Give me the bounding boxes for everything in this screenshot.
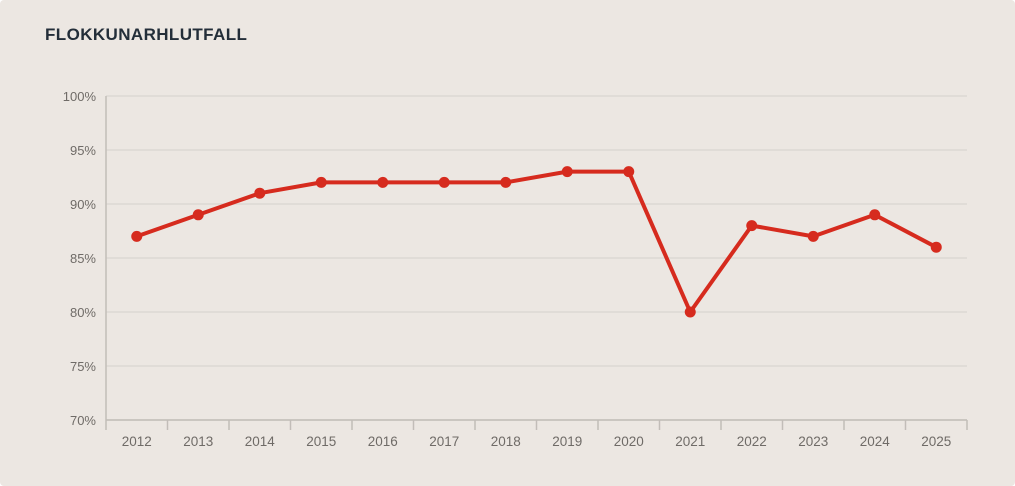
x-axis-tick-label: 2022 bbox=[737, 434, 767, 449]
data-point-2024[interactable] bbox=[869, 209, 881, 221]
x-axis-tick-label: 2017 bbox=[429, 434, 459, 449]
y-axis-tick-label: 80% bbox=[70, 305, 96, 320]
data-point-2021[interactable] bbox=[684, 306, 696, 318]
data-point-2015[interactable] bbox=[315, 176, 327, 188]
data-point-2013[interactable] bbox=[192, 209, 204, 221]
x-axis-tick-label: 2020 bbox=[614, 434, 644, 449]
x-axis-tick-label: 2018 bbox=[491, 434, 521, 449]
x-axis-tick-label: 2012 bbox=[122, 434, 152, 449]
y-axis-tick-label: 95% bbox=[70, 143, 96, 158]
data-point-2020[interactable] bbox=[623, 166, 635, 178]
data-point-2012[interactable] bbox=[131, 230, 143, 242]
x-axis-tick-label: 2014 bbox=[245, 434, 276, 449]
trend-line bbox=[134, 169, 939, 314]
y-axis-tick-label: 100% bbox=[63, 89, 97, 104]
x-axis-tick-label: 2025 bbox=[921, 434, 951, 449]
data-point-2017[interactable] bbox=[438, 176, 450, 188]
chart-title: FLOKKUNARHLUTFALL bbox=[45, 25, 248, 44]
x-axis-tick-label: 2016 bbox=[368, 434, 398, 449]
data-point-2016[interactable] bbox=[377, 176, 389, 188]
y-axis-tick-label: 70% bbox=[70, 413, 96, 428]
data-point-2025[interactable] bbox=[930, 241, 942, 253]
data-point-2014[interactable] bbox=[254, 187, 266, 199]
data-point-2023[interactable] bbox=[807, 230, 819, 242]
x-axis-tick-label: 2015 bbox=[306, 434, 336, 449]
y-axis-tick-label: 90% bbox=[70, 197, 96, 212]
x-axis-tick-label: 2019 bbox=[552, 434, 582, 449]
y-axis-tick-label: 75% bbox=[70, 359, 96, 374]
x-axis-tick-label: 2024 bbox=[860, 434, 891, 449]
x-axis-tick-label: 2021 bbox=[675, 434, 705, 449]
data-point-2018[interactable] bbox=[500, 176, 512, 188]
data-point-2019[interactable] bbox=[561, 166, 573, 178]
y-axis-tick-label: 85% bbox=[70, 251, 96, 266]
data-point-2022[interactable] bbox=[746, 220, 758, 232]
x-axis-tick-label: 2013 bbox=[183, 434, 213, 449]
x-axis-tick-label: 2023 bbox=[798, 434, 828, 449]
